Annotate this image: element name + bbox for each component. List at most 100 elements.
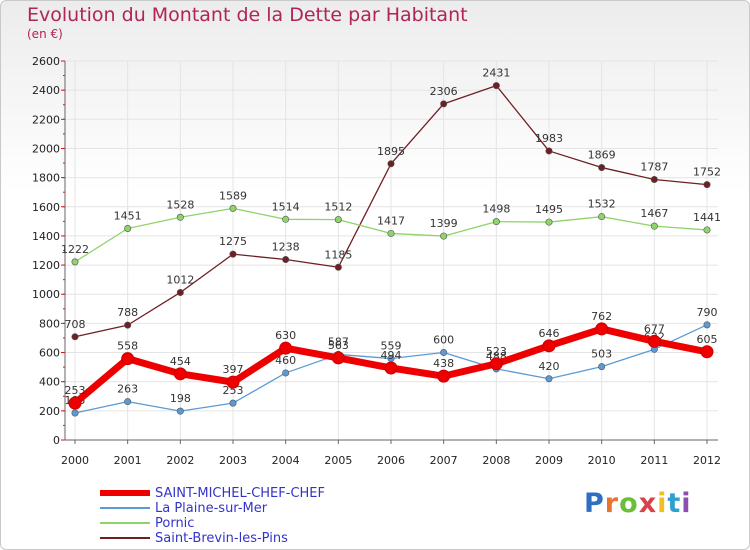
data-label: 1589 xyxy=(219,189,247,202)
chart-subtitle: (en €) xyxy=(27,27,63,41)
data-point xyxy=(492,218,500,226)
x-tick-label: 2001 xyxy=(114,454,142,467)
data-label: 1012 xyxy=(166,273,194,286)
data-point xyxy=(229,399,237,407)
data-label: 708 xyxy=(65,318,86,331)
data-label: 605 xyxy=(697,333,718,346)
x-tick-label: 2008 xyxy=(482,454,510,467)
data-label: 646 xyxy=(539,327,560,340)
data-label: 1495 xyxy=(535,203,563,216)
x-tick-label: 2003 xyxy=(219,454,247,467)
data-label: 587 xyxy=(328,335,349,348)
legend-label: Pornic xyxy=(155,516,195,531)
y-tick-label: 1600 xyxy=(32,201,60,214)
data-label: 1895 xyxy=(377,145,405,158)
data-label: 1417 xyxy=(377,214,405,227)
x-tick-label: 2011 xyxy=(640,454,668,467)
data-label: 460 xyxy=(275,354,296,367)
logo-letter: i xyxy=(657,488,668,519)
data-point xyxy=(176,407,184,415)
chart-title: Evolution du Montant de la Dette par Hab… xyxy=(27,4,468,26)
proxiti-logo: Proxiti xyxy=(584,488,692,519)
data-point xyxy=(595,322,609,336)
data-label: 420 xyxy=(539,360,560,373)
data-point xyxy=(282,256,290,264)
data-point xyxy=(173,367,187,381)
data-point xyxy=(121,352,135,366)
legend-label: Saint-Brevin-les-Pins xyxy=(155,531,288,546)
legend-swatch xyxy=(100,522,150,524)
data-label: 630 xyxy=(275,329,296,342)
data-point xyxy=(176,288,184,296)
data-label: 253 xyxy=(223,384,244,397)
y-tick-label: 400 xyxy=(39,376,60,389)
data-point xyxy=(440,349,448,357)
data-label: 1467 xyxy=(640,207,668,220)
data-label: 563 xyxy=(328,339,349,352)
data-point xyxy=(440,100,448,108)
data-label: 558 xyxy=(117,340,138,353)
data-point xyxy=(71,258,79,266)
data-point xyxy=(703,181,711,189)
data-label: 1275 xyxy=(219,235,247,248)
data-point xyxy=(542,339,556,353)
data-label: 1869 xyxy=(588,149,616,162)
x-tick-label: 2004 xyxy=(272,454,300,467)
y-tick-label: 2600 xyxy=(32,55,60,68)
data-label: 1528 xyxy=(166,198,194,211)
data-label: 1238 xyxy=(272,241,300,254)
logo-letter: P xyxy=(584,488,605,519)
y-tick-label: 0 xyxy=(53,434,60,447)
data-point xyxy=(387,160,395,168)
data-label: 523 xyxy=(486,345,507,358)
x-tick-label: 2006 xyxy=(377,454,405,467)
data-point xyxy=(331,351,345,365)
data-label: 2306 xyxy=(430,85,458,98)
x-tick-label: 2010 xyxy=(588,454,616,467)
x-tick-label: 2000 xyxy=(61,454,89,467)
x-tick-label: 2007 xyxy=(430,454,458,467)
data-label: 600 xyxy=(433,334,454,347)
data-point xyxy=(647,334,661,348)
data-point xyxy=(71,333,79,341)
data-point xyxy=(489,357,503,371)
data-point xyxy=(282,369,290,377)
data-point xyxy=(124,224,132,232)
logo-letter: t xyxy=(667,488,682,519)
data-label: 1514 xyxy=(272,200,300,213)
logo-letter: i xyxy=(681,488,692,519)
data-label: 503 xyxy=(591,348,612,361)
data-point xyxy=(229,204,237,212)
data-point xyxy=(598,164,606,172)
data-label: 1185 xyxy=(324,248,352,261)
data-point xyxy=(437,369,451,383)
data-label: 559 xyxy=(381,340,402,353)
data-label: 1787 xyxy=(640,161,668,174)
logo-letter: x xyxy=(638,488,658,519)
data-point xyxy=(598,213,606,221)
data-point xyxy=(279,341,293,355)
x-tick-label: 2002 xyxy=(166,454,194,467)
x-tick-label: 2009 xyxy=(535,454,563,467)
data-point xyxy=(703,226,711,234)
data-label: 494 xyxy=(381,349,402,362)
data-point xyxy=(229,250,237,258)
data-point xyxy=(700,345,714,359)
data-point xyxy=(334,216,342,224)
data-label: 1441 xyxy=(693,211,721,224)
legend-swatch xyxy=(100,537,150,539)
data-label: 253 xyxy=(65,384,86,397)
data-label: 1752 xyxy=(693,166,721,179)
data-label: 1451 xyxy=(114,209,142,222)
y-tick-label: 1400 xyxy=(32,230,60,243)
data-label: 1983 xyxy=(535,132,563,145)
data-point xyxy=(71,409,79,417)
data-point xyxy=(387,229,395,237)
data-point xyxy=(124,321,132,329)
data-label: 198 xyxy=(170,392,191,405)
data-label: 438 xyxy=(433,357,454,370)
y-tick-label: 800 xyxy=(39,317,60,330)
data-label: 790 xyxy=(697,306,718,319)
y-tick-label: 1800 xyxy=(32,172,60,185)
data-label: 2431 xyxy=(482,67,510,80)
